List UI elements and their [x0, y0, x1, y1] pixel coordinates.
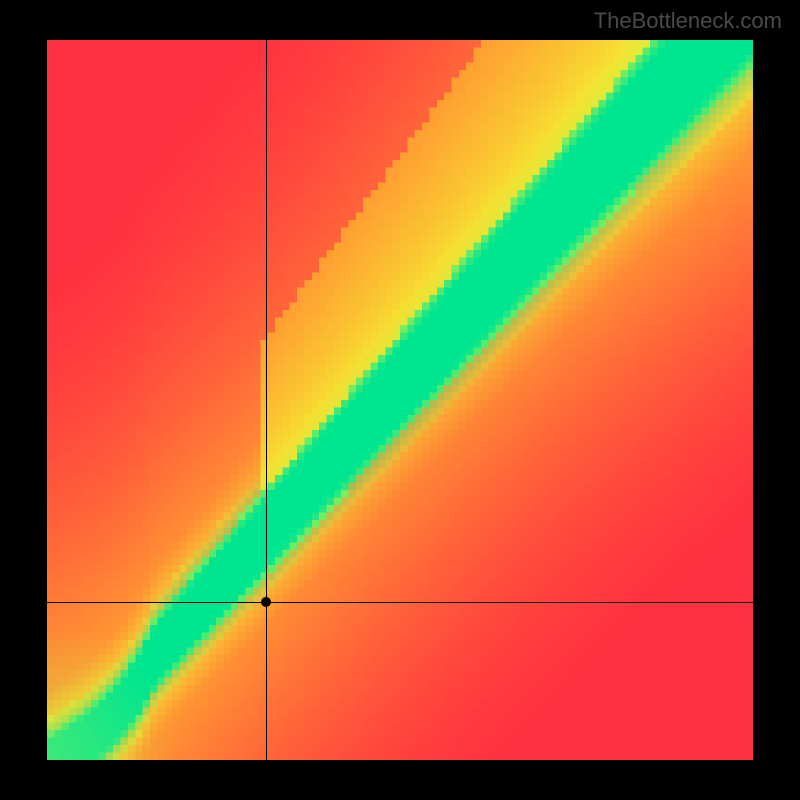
watermark-text: TheBottleneck.com [594, 8, 782, 34]
marker-dot [261, 597, 271, 607]
plot-area [47, 40, 753, 760]
crosshair-vertical [266, 40, 267, 760]
crosshair-horizontal [47, 602, 753, 603]
heatmap-canvas [47, 40, 753, 760]
